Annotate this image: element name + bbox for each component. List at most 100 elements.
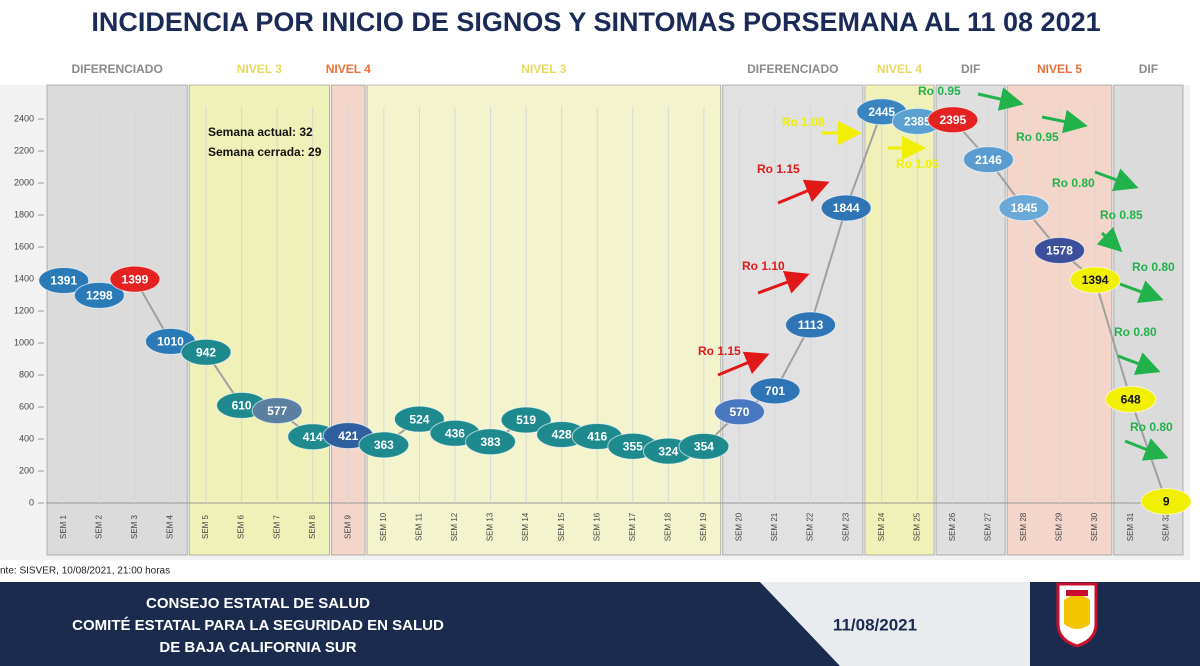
- y-tick-label: 2400: [14, 113, 34, 123]
- x-tick-label: SEM 30: [1090, 512, 1099, 541]
- value-label: 1578: [1046, 244, 1073, 258]
- value-label: 383: [481, 435, 501, 449]
- x-tick-label: SEM 15: [557, 512, 566, 541]
- value-label: 2385: [904, 115, 931, 129]
- ro-label: Ro 1.10: [742, 259, 785, 273]
- x-tick-label: SEM 1: [59, 514, 68, 539]
- point-bubble: [998, 194, 1050, 222]
- ro-label: Ro 1.15: [698, 344, 741, 358]
- x-tick-label: SEM 10: [379, 512, 388, 541]
- value-label: 421: [338, 429, 358, 443]
- footer-date-panel: [760, 582, 1030, 666]
- value-label: 1845: [1011, 201, 1038, 215]
- x-tick-label: SEM 13: [486, 512, 495, 541]
- x-tick-label: SEM 16: [592, 512, 601, 541]
- point-bubble: [358, 431, 410, 459]
- ro-arrow: [777, 179, 830, 205]
- x-tick-label: SEM 28: [1019, 512, 1028, 541]
- point-bubble: [962, 146, 1014, 174]
- period-band: [1113, 84, 1184, 556]
- value-label: 1391: [50, 274, 77, 288]
- value-label: 577: [267, 404, 287, 418]
- value-label: 9: [1163, 495, 1170, 509]
- x-tick-label: SEM 18: [663, 512, 672, 541]
- ro-label: Ro 0.80: [1130, 420, 1173, 434]
- point-bubble: [38, 266, 90, 294]
- period-label: DIF: [961, 62, 980, 76]
- value-label: 524: [409, 412, 429, 426]
- period-band: [366, 84, 722, 556]
- chart-title: INCIDENCIA POR INICIO DE SIGNOS Y SINTOM…: [91, 7, 1100, 37]
- period-band: [46, 84, 188, 556]
- point-bubble: [465, 428, 517, 456]
- value-label: 1844: [833, 201, 860, 215]
- ro-label: Ro 1.15: [757, 162, 800, 176]
- x-tick-label: SEM 20: [735, 512, 744, 541]
- y-tick-label: 1800: [14, 209, 34, 219]
- y-tick-label: 600: [19, 401, 34, 411]
- ro-label: Ro 0.95: [918, 84, 961, 98]
- value-label: 1113: [798, 318, 824, 332]
- x-tick-label: SEM 3: [130, 514, 139, 539]
- y-tick-label: 1000: [14, 337, 34, 347]
- ro-label: Ro 1.08: [782, 115, 825, 129]
- value-label: 1298: [86, 288, 113, 302]
- ro-arrow: [757, 270, 810, 295]
- period-label: NIVEL 3: [237, 62, 282, 76]
- value-label: 363: [374, 438, 394, 452]
- point-bubble: [749, 377, 801, 405]
- ro-label: Ro 0.95: [1016, 130, 1059, 144]
- value-label: 355: [623, 439, 643, 453]
- point-bubble: [820, 194, 872, 222]
- x-tick-label: SEM 17: [628, 512, 637, 541]
- point-bubble: [713, 398, 765, 426]
- ro-label: Ro 0.85: [1100, 208, 1143, 222]
- footer-date: 11/08/2021: [833, 615, 917, 634]
- value-label: 324: [658, 444, 678, 458]
- x-tick-label: SEM 2: [94, 514, 103, 539]
- x-tick-label: SEM 4: [166, 514, 175, 539]
- x-tick-label: SEM 7: [272, 514, 281, 539]
- period-label: NIVEL 5: [1037, 62, 1082, 76]
- value-label: 519: [516, 413, 536, 427]
- y-tick-label: 400: [19, 433, 34, 443]
- x-tick-label: SEM 14: [521, 512, 530, 541]
- x-tick-label: SEM 23: [841, 512, 850, 541]
- ro-arrow: [977, 87, 1024, 111]
- ro-label: Ro 0.80: [1114, 325, 1157, 339]
- period-band: [864, 84, 935, 556]
- y-tick-label: 1200: [14, 305, 34, 315]
- ro-arrow: [1124, 438, 1169, 461]
- period-label: DIF: [1139, 62, 1158, 76]
- x-tick-label: SEM 8: [308, 514, 317, 539]
- x-tick-label: SEM 25: [912, 512, 921, 541]
- value-label: 2395: [939, 113, 966, 127]
- period-label: NIVEL 3: [521, 62, 566, 76]
- ro-label: Ro 0.80: [1052, 176, 1095, 190]
- point-bubble: [785, 311, 837, 339]
- point-bubble: [1105, 385, 1157, 413]
- point-bubble: [500, 406, 552, 434]
- value-label: 2146: [975, 153, 1002, 167]
- period-label: DIFERENCIADO: [747, 62, 838, 76]
- period-band: [188, 84, 330, 556]
- y-tick-label: 800: [19, 369, 34, 379]
- note-line: Semana actual: 32: [208, 125, 313, 139]
- point-bubble: [1069, 266, 1121, 294]
- value-label: 570: [729, 405, 749, 419]
- period-label: NIVEL 4: [326, 62, 371, 76]
- ro-arrow: [1094, 168, 1139, 192]
- value-label: 1399: [122, 272, 149, 286]
- value-label: 354: [694, 440, 714, 454]
- point-bubble: [180, 338, 232, 366]
- logo: [1056, 582, 1098, 648]
- y-tick-label: 0: [29, 497, 34, 507]
- footer-right: [1030, 582, 1200, 666]
- ro-label: Ro 1.05: [896, 157, 939, 171]
- point-bubble: [678, 432, 730, 460]
- ro-arrow: [1096, 226, 1123, 253]
- x-tick-label: SEM 29: [1055, 512, 1064, 541]
- x-tick-label: SEM 11: [415, 513, 424, 541]
- value-label: 942: [196, 345, 216, 359]
